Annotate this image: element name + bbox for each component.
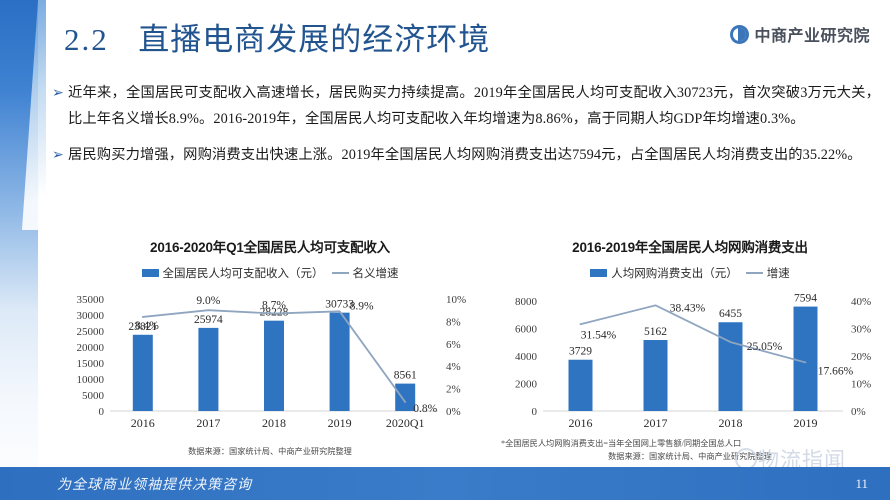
svg-text:6455: 6455 xyxy=(719,308,742,320)
bullet-arrow-icon: ➢ xyxy=(52,147,64,163)
chart-plot-area: 8000 6000 4000 2000 0 40% 30% 20% 10% 0% 3729 5162 6… xyxy=(495,287,885,437)
legend-item-bar: 人均网购消费支出（元） xyxy=(590,265,738,281)
svg-text:5162: 5162 xyxy=(644,326,667,338)
svg-text:15000: 15000 xyxy=(77,358,105,370)
svg-text:0: 0 xyxy=(532,406,538,418)
svg-text:40%: 40% xyxy=(851,296,871,308)
svg-text:8%: 8% xyxy=(446,316,461,328)
section-title-text: 直播电商发展的经济环境 xyxy=(138,22,491,57)
svg-text:2018: 2018 xyxy=(719,416,743,430)
chart-source: 数据来源：国家统计局、中商产业研究院整理 xyxy=(188,447,352,456)
legend-label: 全国居民人均可支配收入（元） xyxy=(162,268,324,280)
legend-label: 人均网购消费支出（元） xyxy=(611,268,738,280)
bullet-arrow-icon: ➢ xyxy=(52,85,64,101)
chart-online-spending: 2016-2019年全国居民人均网购消费支出 人均网购消费支出（元） 增速 80… xyxy=(495,236,885,461)
svg-text:10000: 10000 xyxy=(77,374,105,386)
svg-text:2018: 2018 xyxy=(262,416,286,430)
chart-svg: 35000 30000 25000 20000 15000 10000 5000 0 10% 8%… xyxy=(77,294,467,430)
svg-text:7594: 7594 xyxy=(794,293,817,305)
svg-text:4000: 4000 xyxy=(515,351,538,363)
svg-text:0.8%: 0.8% xyxy=(413,403,437,415)
slide-header: 2.2 直播电商发展的经济环境 中商产业研究院 xyxy=(0,0,890,60)
svg-text:4%: 4% xyxy=(446,361,461,373)
legend-swatch-icon xyxy=(141,269,159,277)
svg-text:2%: 2% xyxy=(446,384,461,396)
chart-legend: 人均网购消费支出（元） 增速 xyxy=(495,265,885,281)
svg-text:31.54%: 31.54% xyxy=(581,329,617,341)
svg-text:5000: 5000 xyxy=(82,390,105,402)
svg-text:20000: 20000 xyxy=(77,342,105,354)
bullet-text: 居民购买力增强，网购消费支出快速上涨。2019年全国居民人均网购消费支出达759… xyxy=(68,147,862,163)
svg-text:8000: 8000 xyxy=(515,296,538,308)
legend-item-line: 增速 xyxy=(745,265,790,281)
bullet-item: ➢ 居民购买力增强，网购消费支出快速上涨。2019年全国居民人均网购消费支出达7… xyxy=(52,142,880,168)
left-white-gap xyxy=(46,0,68,500)
svg-text:2019: 2019 xyxy=(328,416,352,430)
svg-text:6%: 6% xyxy=(446,339,461,351)
bullet-list: ➢ 近年来，全国居民可支配收入高速增长，居民购买力持续提高。2019年全国居民人… xyxy=(52,80,880,178)
legend-label: 名义增速 xyxy=(352,268,399,280)
bullet-item: ➢ 近年来，全国居民可支配收入高速增长，居民购买力持续提高。2019年全国居民人… xyxy=(52,80,880,132)
svg-text:35000: 35000 xyxy=(77,294,105,306)
svg-text:30%: 30% xyxy=(851,324,871,336)
legend-line-icon xyxy=(331,272,349,274)
svg-text:2016: 2016 xyxy=(131,416,155,430)
chart-disposable-income: 2016-2020年Q1全国居民人均可支配收入 全国居民人均可支配收入（元） 名… xyxy=(60,236,480,456)
slide-footer: 为全球商业领袖提供决策咨询 11 xyxy=(0,467,890,500)
chart-note: *全国居民人均网购消费支出=当年全国网上零售额/同期全国总人口 xyxy=(501,439,742,448)
svg-text:2017: 2017 xyxy=(196,416,220,430)
svg-text:9.0%: 9.0% xyxy=(196,295,220,307)
svg-text:30733: 30733 xyxy=(325,299,354,311)
svg-text:10%: 10% xyxy=(446,294,466,306)
chart-svg: 8000 6000 4000 2000 0 40% 30% 20% 10% 0% 3729 5162 6… xyxy=(515,293,871,430)
chart-legend: 全国居民人均可支配收入（元） 名义增速 xyxy=(60,265,480,281)
svg-text:20%: 20% xyxy=(851,351,871,363)
brand-logo: 中商产业研究院 xyxy=(730,22,870,46)
footer-page-number: 11 xyxy=(855,475,868,491)
svg-text:8.7%: 8.7% xyxy=(262,300,286,312)
svg-text:2016: 2016 xyxy=(569,416,593,430)
brand-mark-icon xyxy=(730,24,750,44)
svg-text:6000: 6000 xyxy=(515,324,538,336)
brand-logo-text: 中商产业研究院 xyxy=(754,28,870,45)
legend-line-icon xyxy=(745,272,763,274)
chart-title: 2016-2019年全国居民人均网购消费支出 xyxy=(572,240,808,255)
svg-text:10%: 10% xyxy=(851,379,871,391)
svg-text:8561: 8561 xyxy=(394,370,417,382)
legend-swatch-icon xyxy=(590,269,608,277)
svg-text:25974: 25974 xyxy=(194,314,223,326)
svg-text:8.9%: 8.9% xyxy=(350,300,374,312)
legend-label: 增速 xyxy=(766,268,790,280)
svg-text:2020Q1: 2020Q1 xyxy=(386,416,425,430)
chart-plot-area: 35000 30000 25000 20000 15000 10000 5000 0 10% 8%… xyxy=(60,287,480,437)
svg-text:2019: 2019 xyxy=(794,416,818,430)
page-title: 2.2 直播电商发展的经济环境 xyxy=(64,14,490,59)
legend-item-bar: 全国居民人均可支配收入（元） xyxy=(141,265,324,281)
svg-text:0%: 0% xyxy=(851,406,866,418)
footer-slogan: 为全球商业领袖提供决策咨询 xyxy=(57,477,252,493)
legend-item-line: 名义增速 xyxy=(331,265,399,281)
bullet-text: 近年来，全国居民可支配收入高速增长，居民购买力持续提高。2019年全国居民人均可… xyxy=(68,85,880,127)
svg-text:2000: 2000 xyxy=(515,379,538,391)
svg-text:38.43%: 38.43% xyxy=(670,302,706,314)
chart-title: 2016-2020年Q1全国居民人均可支配收入 xyxy=(150,240,390,255)
svg-text:0: 0 xyxy=(99,406,105,418)
section-number: 2.2 xyxy=(64,22,109,57)
svg-text:30000: 30000 xyxy=(77,310,105,322)
chart-source: 数据来源：国家统计局、中商产业研究院整理 xyxy=(608,452,772,461)
svg-text:17.66%: 17.66% xyxy=(818,365,854,377)
svg-text:8.4%: 8.4% xyxy=(135,320,159,332)
svg-text:23821: 23821 xyxy=(128,321,157,333)
svg-text:0%: 0% xyxy=(446,406,461,418)
svg-text:3729: 3729 xyxy=(569,346,592,358)
svg-text:25.05%: 25.05% xyxy=(747,341,783,353)
svg-text:2017: 2017 xyxy=(644,416,668,430)
svg-text:25000: 25000 xyxy=(77,326,105,338)
